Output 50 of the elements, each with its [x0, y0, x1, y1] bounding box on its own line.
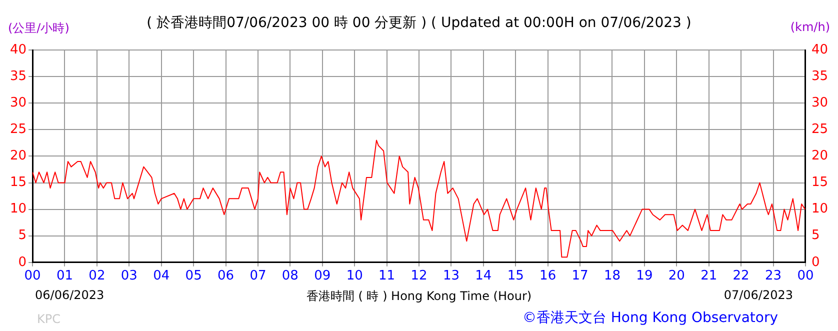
- x-tick-label: 19: [636, 268, 653, 284]
- x-tick-label: 00: [24, 268, 41, 284]
- y-axis-title: (公里/小時): [8, 20, 70, 37]
- x-tick-label: 16: [540, 268, 556, 284]
- x-tick-label: 01: [56, 268, 74, 284]
- x-tick-label: 07: [250, 268, 266, 284]
- y2-tick-label: 25: [811, 122, 828, 138]
- x-tick-label: 17: [572, 268, 588, 284]
- x-tick-label: 08: [282, 268, 298, 284]
- y-tick-label: 30: [10, 95, 27, 110]
- y2-tick-label: 5: [811, 228, 820, 244]
- x-axis-title: 香港時間 ( 時 ) Hong Kong Time (Hour): [306, 289, 532, 303]
- y-tick-label: 40: [10, 42, 27, 58]
- x-tick-label: 03: [120, 268, 138, 284]
- x-tick-label: 04: [153, 268, 170, 284]
- y-tick-label: 10: [10, 202, 27, 217]
- y-tick-label: 20: [10, 148, 27, 164]
- y2-tick-label: 20: [811, 148, 828, 164]
- x-tick-label: 14: [475, 268, 492, 284]
- text: 06/06/2023: [35, 288, 104, 302]
- x-tick-label: 05: [185, 268, 202, 284]
- x-tick-label: 09: [314, 268, 331, 284]
- y2-axis-title: (km/h): [790, 20, 830, 34]
- x-tick-label: 15: [507, 268, 524, 284]
- y2-tick-label: 0: [811, 254, 820, 270]
- x-tick-label: 20: [668, 268, 685, 284]
- text: ©香港天文台 Hong Kong Observatory: [522, 309, 778, 327]
- y-tick-label: 15: [10, 175, 27, 190]
- x-tick-label: 18: [604, 268, 620, 284]
- x-tick-label: 11: [378, 268, 396, 284]
- text: 07/06/2023: [724, 288, 793, 302]
- x-tick-label: 02: [88, 268, 106, 284]
- x-tick-label: 22: [732, 268, 750, 284]
- x-tick-label: 21: [700, 268, 718, 284]
- x-tick-label: 23: [764, 268, 782, 284]
- y-tick-label: 35: [10, 68, 27, 84]
- x-tick-label: 00: [797, 268, 814, 284]
- y2-tick-label: 30: [811, 95, 828, 110]
- x-tick-label: 13: [442, 268, 460, 284]
- y-tick-label: 5: [18, 228, 27, 244]
- y-tick-label: 0: [18, 254, 27, 270]
- chart-title: ( 於香港時間07/06/2023 00 時 00 分更新 ) ( Updated at 00:00H on 07/06/2023 ): [146, 15, 692, 31]
- x-tick-label: 06: [218, 268, 234, 284]
- y2-tick-label: 40: [811, 42, 828, 58]
- y2-tick-label: 35: [811, 68, 828, 84]
- y2-tick-label: 15: [811, 175, 828, 190]
- x-tick-label: 10: [346, 268, 363, 284]
- y-tick-label: 25: [10, 122, 27, 138]
- x-tick-label: 12: [410, 268, 428, 284]
- y2-tick-label: 10: [811, 202, 828, 217]
